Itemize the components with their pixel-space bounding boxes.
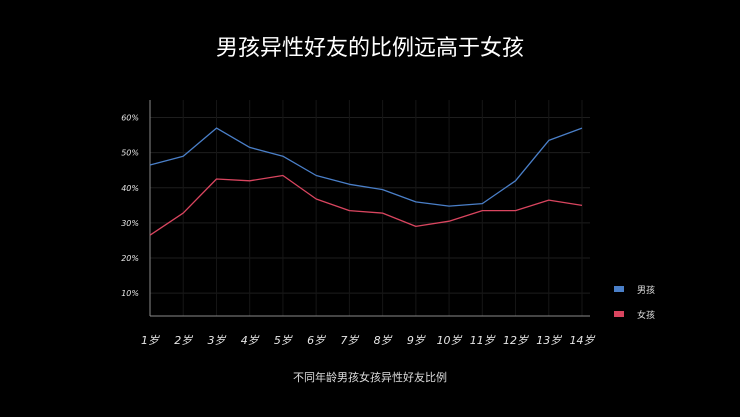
chart-title: 男孩异性好友的比例远高于女孩 [215, 36, 524, 61]
x-tick-label: 3岁 [207, 334, 226, 347]
y-tick-label: 50% [121, 149, 139, 158]
series-line-girls [149, 174, 583, 236]
series-lines [149, 127, 583, 236]
legend-swatch-girls [614, 311, 624, 317]
y-tick-labels: 10% 20% 30% 40% 50% 60% [121, 114, 139, 299]
x-tick-labels: 1岁 2岁 3岁 4岁 5岁 6岁 7岁 8岁 9岁 10岁 11岁 12岁 13岁 14岁 [141, 334, 595, 347]
x-tick-label: 14岁 [570, 334, 596, 347]
x-tick-label: 11岁 [470, 334, 496, 347]
x-tick-label: 8岁 [374, 334, 393, 347]
x-tick-label: 7岁 [340, 334, 359, 347]
x-tick-label: 9岁 [407, 334, 426, 347]
y-tick-label: 40% [121, 184, 139, 193]
x-tick-label: 1岁 [141, 334, 160, 347]
y-tick-label: 60% [121, 114, 139, 123]
x-tick-label: 13岁 [536, 334, 562, 347]
legend-swatch-boys [614, 286, 624, 292]
series-line-boys [149, 127, 583, 207]
legend-label-girls: 女孩 [637, 309, 655, 321]
grid-lines [149, 100, 590, 316]
x-tick-label: 10岁 [437, 334, 463, 347]
legend: 男孩女孩 [614, 284, 655, 321]
y-tick-label: 20% [121, 254, 139, 263]
y-tick-label: 30% [121, 219, 139, 228]
x-tick-label: 5岁 [274, 334, 293, 347]
x-tick-label: 4岁 [241, 334, 260, 347]
chart-axes [149, 100, 590, 317]
chart-caption: 不同年龄男孩女孩异性好友比例 [293, 371, 447, 384]
x-tick-label: 12岁 [503, 334, 529, 347]
legend-label-boys: 男孩 [637, 284, 655, 296]
x-tick-label: 6岁 [307, 334, 326, 347]
y-tick-label: 10% [121, 289, 139, 298]
x-tick-label: 2岁 [174, 334, 193, 347]
